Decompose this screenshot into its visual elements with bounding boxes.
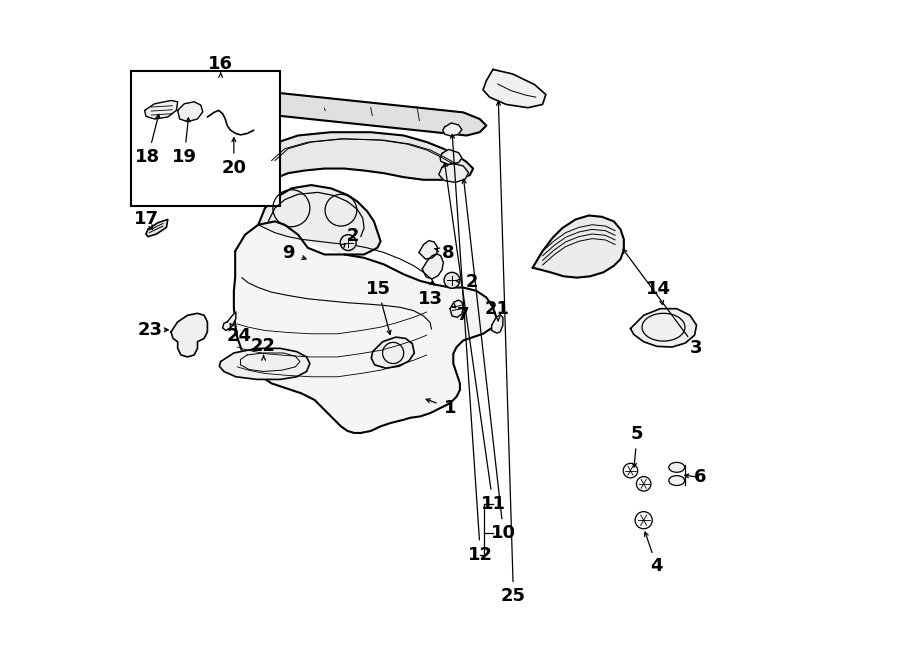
- Polygon shape: [372, 337, 414, 368]
- Circle shape: [444, 272, 460, 288]
- Text: 2: 2: [346, 227, 359, 245]
- Bar: [131, 71, 280, 206]
- Text: 14: 14: [646, 280, 671, 298]
- Polygon shape: [631, 309, 697, 347]
- Polygon shape: [258, 185, 381, 254]
- Polygon shape: [145, 100, 177, 119]
- Text: 4: 4: [651, 557, 663, 576]
- Text: 11: 11: [481, 494, 506, 513]
- Polygon shape: [439, 163, 469, 182]
- Text: 3: 3: [690, 339, 703, 358]
- Text: 20: 20: [221, 159, 247, 177]
- Text: 24: 24: [227, 327, 252, 346]
- Text: 9: 9: [283, 243, 295, 262]
- Ellipse shape: [669, 463, 685, 472]
- Text: 7: 7: [457, 306, 470, 325]
- Text: 23: 23: [138, 321, 162, 339]
- Polygon shape: [220, 348, 310, 379]
- Text: 16: 16: [208, 55, 233, 73]
- Polygon shape: [440, 149, 462, 165]
- Polygon shape: [443, 123, 462, 136]
- Polygon shape: [483, 69, 545, 108]
- Text: 18: 18: [135, 147, 160, 166]
- Polygon shape: [177, 102, 202, 122]
- Circle shape: [340, 235, 356, 251]
- Text: 12: 12: [468, 545, 493, 564]
- Text: 22: 22: [251, 337, 276, 356]
- Polygon shape: [171, 313, 207, 357]
- Text: 6: 6: [694, 468, 706, 486]
- Text: 25: 25: [501, 587, 526, 605]
- Polygon shape: [234, 221, 496, 433]
- Polygon shape: [222, 312, 236, 330]
- Circle shape: [635, 512, 652, 529]
- Circle shape: [636, 477, 651, 491]
- Text: 13: 13: [418, 290, 443, 308]
- Polygon shape: [418, 241, 437, 259]
- Text: 1: 1: [444, 399, 456, 417]
- Text: 19: 19: [172, 147, 197, 166]
- Polygon shape: [491, 315, 503, 333]
- Text: 2: 2: [465, 273, 478, 292]
- Circle shape: [623, 463, 638, 478]
- Text: 5: 5: [631, 425, 644, 444]
- Text: 17: 17: [133, 210, 158, 228]
- Ellipse shape: [669, 476, 685, 485]
- Polygon shape: [450, 300, 464, 317]
- Text: 10: 10: [491, 524, 516, 543]
- Polygon shape: [533, 215, 624, 278]
- Text: 15: 15: [365, 280, 391, 298]
- Polygon shape: [258, 132, 473, 205]
- Polygon shape: [270, 93, 486, 136]
- Polygon shape: [422, 254, 444, 279]
- Text: 8: 8: [443, 243, 455, 262]
- Text: 21: 21: [485, 299, 510, 318]
- Polygon shape: [146, 219, 167, 237]
